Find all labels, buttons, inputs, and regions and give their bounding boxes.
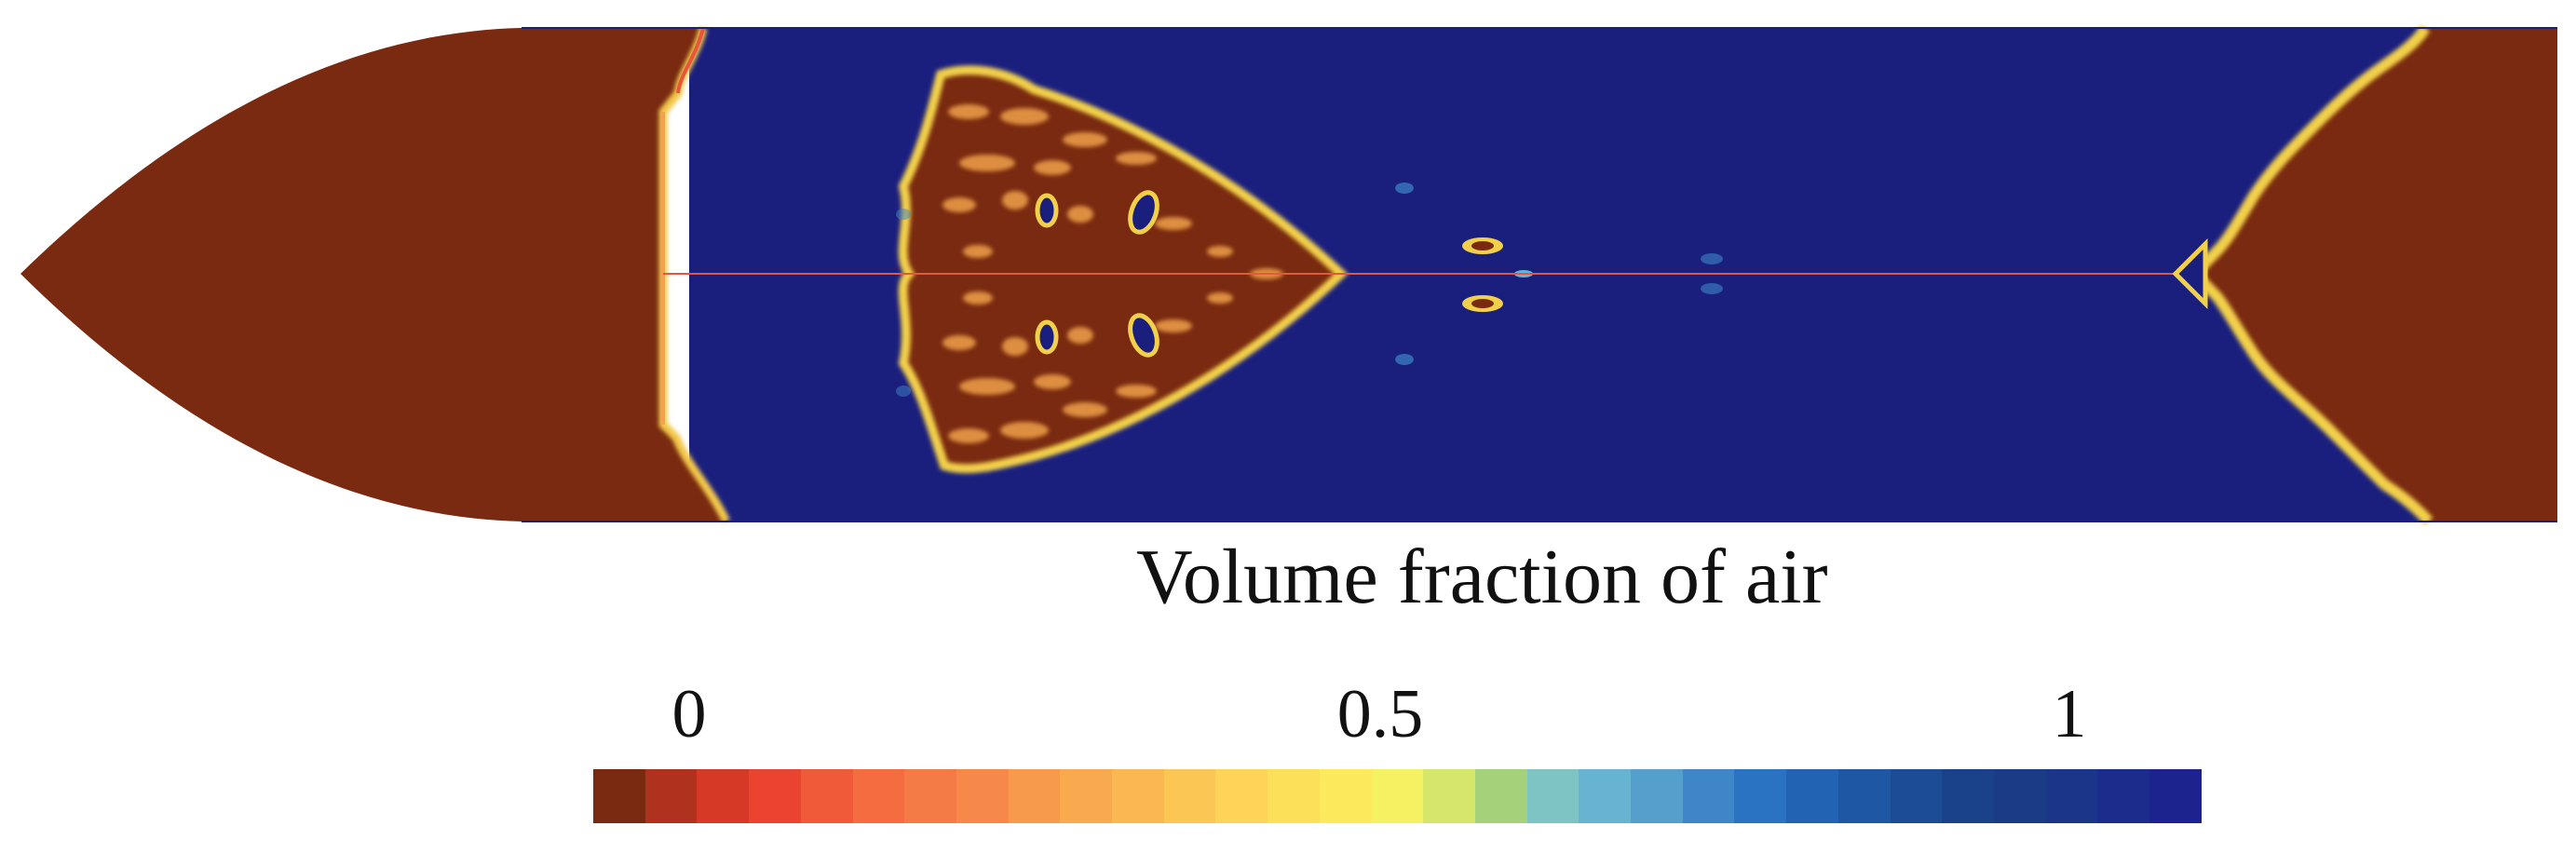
- right-water-region: [2172, 24, 2557, 526]
- colorbar-swatch: [2097, 769, 2150, 823]
- colorbar-swatch: [697, 769, 750, 823]
- colorbar-swatch: [1890, 769, 1943, 823]
- colorbar-swatch: [1837, 769, 1891, 823]
- left-water-region: [20, 26, 731, 524]
- colorbar-swatch: [593, 769, 645, 823]
- colorbar-swatch: [749, 769, 801, 823]
- colorbar-swatch: [1734, 769, 1787, 823]
- colorbar-swatch: [1631, 769, 1683, 823]
- downstream-droplets: [896, 183, 1723, 397]
- colorbar-swatch: [1371, 769, 1424, 823]
- colorbar-swatch: [1942, 769, 1994, 823]
- volume-fraction-contour: [20, 24, 2557, 526]
- colorbar-swatch: [1786, 769, 1838, 823]
- colorbar-swatch: [1215, 769, 1268, 823]
- colorbar-swatch: [1682, 769, 1735, 823]
- colorbar-swatch: [644, 769, 698, 823]
- colorbar: [593, 769, 2202, 823]
- colorbar-swatch: [1993, 769, 2046, 823]
- colorbar-swatch: [2149, 769, 2202, 823]
- colorbar-swatch: [1112, 769, 1164, 823]
- colorbar-swatch: [1423, 769, 1475, 823]
- colorbar-swatch: [1060, 769, 1113, 823]
- colorbar-swatch: [1163, 769, 1216, 823]
- colorbar-swatch: [1474, 769, 1527, 823]
- colorbar-swatch: [956, 769, 1009, 823]
- colorbar-swatch: [1579, 769, 1632, 823]
- colorbar-swatch: [852, 769, 905, 823]
- legend-title: Volume fraction of air: [1136, 534, 1828, 620]
- colorbar-swatch: [1526, 769, 1579, 823]
- central-water-cluster: [898, 65, 1349, 474]
- colorbar-swatch: [1008, 769, 1061, 823]
- colorbar-swatch: [1319, 769, 1372, 823]
- legend-tick-0: 0: [671, 676, 707, 752]
- legend-tick-1: 1: [2052, 676, 2087, 752]
- colorbar-swatch: [2045, 769, 2098, 823]
- colorbar-swatch: [904, 769, 956, 823]
- legend-tick-0-5: 0.5: [1336, 676, 1424, 752]
- colorbar-swatch: [800, 769, 853, 823]
- colorbar-swatch: [1268, 769, 1320, 823]
